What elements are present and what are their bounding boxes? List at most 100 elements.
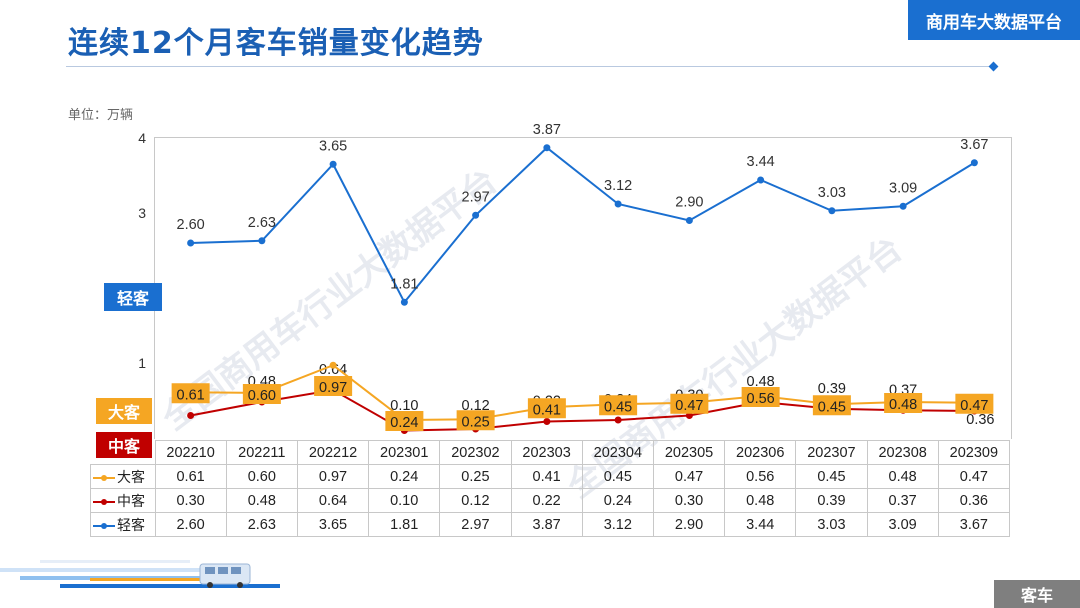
data-label-big: 0.48 xyxy=(889,397,917,413)
data-point-light xyxy=(685,217,693,224)
data-point-mid xyxy=(187,412,195,419)
table-cell: 0.24 xyxy=(368,464,441,489)
data-label-mid: 0.39 xyxy=(818,381,846,397)
table-cell: 3.03 xyxy=(795,512,868,537)
data-label-box-big xyxy=(527,398,566,419)
x-tick-label: 202309 xyxy=(937,440,1011,465)
y-tick-label: 4 xyxy=(138,130,146,146)
table-cell: 0.48 xyxy=(866,464,939,489)
table-cell: 3.67 xyxy=(937,512,1011,537)
table-cell: 0.97 xyxy=(296,464,370,489)
table-row: 中客 0.30 0.48 0.64 0.10 0.12 0.22 0.24 0.30 0.48 0.… xyxy=(90,488,1011,513)
table-cell: 0.61 xyxy=(154,464,227,489)
data-label-box-big xyxy=(385,411,424,431)
x-tick-label: 202210 xyxy=(154,440,227,465)
table-cell: 0.25 xyxy=(439,464,512,489)
table-cell: 0.64 xyxy=(296,488,370,513)
data-label-mid: 0.36 xyxy=(966,412,994,428)
data-label-light: 3.65 xyxy=(319,138,347,154)
data-label-big: 0.47 xyxy=(960,398,988,414)
x-tick-label: 202303 xyxy=(510,440,583,465)
data-point-light xyxy=(899,202,907,210)
table-cell: 0.41 xyxy=(510,464,583,489)
data-label-box-big xyxy=(741,387,780,407)
data-point-light xyxy=(614,200,622,208)
data-label-light: 2.63 xyxy=(248,215,276,231)
title-divider xyxy=(66,66,994,67)
legend-entry-light: 轻客 xyxy=(90,512,156,537)
table-cell: 0.30 xyxy=(652,488,726,513)
data-label-light: 2.90 xyxy=(675,195,703,211)
data-point-light xyxy=(258,237,266,245)
table-cell: 0.47 xyxy=(937,464,1011,489)
series-tag-big: 大客 xyxy=(96,398,152,424)
data-label-box-big xyxy=(670,393,709,414)
table-cell: 3.65 xyxy=(296,512,370,537)
data-label-box-big xyxy=(171,383,210,404)
table-row: 轻客 2.60 2.63 3.65 1.81 2.97 3.87 3.12 2.90 3.44 3.… xyxy=(90,512,1011,537)
category-tag: 客车 xyxy=(994,580,1080,608)
data-label-light: 1.81 xyxy=(390,276,418,292)
data-label-light: 3.87 xyxy=(533,122,561,138)
data-label-light: 3.12 xyxy=(604,178,632,194)
x-tick-label: 202304 xyxy=(581,440,654,465)
data-point-light xyxy=(828,207,836,215)
legend-marker-icon xyxy=(93,521,115,531)
data-label-big: 0.24 xyxy=(390,415,418,431)
table-cell: 3.87 xyxy=(510,512,583,537)
data-label-box-big xyxy=(242,384,281,404)
table-cell: 2.63 xyxy=(225,512,298,537)
table-cell: 0.30 xyxy=(154,488,227,513)
table-cell: 0.47 xyxy=(652,464,726,489)
data-label-light: 2.97 xyxy=(462,189,490,205)
x-tick-label: 202305 xyxy=(652,440,726,465)
data-label-box-big xyxy=(599,395,638,416)
data-point-light xyxy=(472,211,480,219)
data-label-big: 0.61 xyxy=(177,387,205,403)
table-cell: 0.24 xyxy=(581,488,654,513)
table-cell: 0.45 xyxy=(795,464,868,489)
data-point-light xyxy=(187,239,195,247)
data-label-big: 0.45 xyxy=(818,399,846,415)
table-cell: 0.48 xyxy=(724,488,797,513)
data-label-mid: 0.12 xyxy=(462,398,490,414)
data-label-light: 3.03 xyxy=(818,185,846,201)
table-cell: 0.48 xyxy=(225,488,298,513)
y-tick-label: 3 xyxy=(138,205,146,221)
x-tick-label: 202302 xyxy=(439,440,512,465)
data-label-big: 0.45 xyxy=(604,399,632,415)
data-point-light xyxy=(757,176,765,184)
x-tick-label: 202212 xyxy=(296,440,370,465)
data-label-big: 0.47 xyxy=(675,398,703,414)
legend-marker-icon xyxy=(93,473,115,483)
table-cell: 0.36 xyxy=(937,488,1011,513)
data-label-big: 0.56 xyxy=(747,391,775,407)
data-label-box-big xyxy=(884,393,923,413)
y-tick-label: 1 xyxy=(138,355,146,371)
table-cell: 3.09 xyxy=(866,512,939,537)
data-label-big: 0.60 xyxy=(248,388,276,404)
series-line-big xyxy=(190,364,975,422)
x-tick-label: 202301 xyxy=(368,440,441,465)
table-cell: 0.39 xyxy=(795,488,868,513)
series-line-mid xyxy=(190,388,975,432)
data-table: 202210 202211 202212 202301 202302 202303 2023… xyxy=(90,440,1011,537)
data-label-light: 3.09 xyxy=(889,180,917,196)
page-title: 连续12个月客车销量变化趋势 xyxy=(68,26,484,61)
x-tick-label: 202308 xyxy=(866,440,939,465)
data-point-light xyxy=(543,144,551,152)
table-cell: 0.12 xyxy=(439,488,512,513)
table-cell: 0.45 xyxy=(581,464,654,489)
data-point-light xyxy=(970,159,978,167)
data-point-big xyxy=(329,361,337,369)
data-point-mid xyxy=(614,416,622,424)
table-cell: 1.81 xyxy=(368,512,441,537)
unit-label: 单位：万辆 xyxy=(68,108,134,123)
data-label-mid: 0.64 xyxy=(319,362,347,378)
data-label-box-big xyxy=(314,376,353,396)
data-label-light: 3.67 xyxy=(960,137,988,153)
series-tag-light: 轻客 xyxy=(104,283,162,311)
data-label-box-big xyxy=(812,395,851,416)
data-label-light: 3.44 xyxy=(747,154,775,170)
